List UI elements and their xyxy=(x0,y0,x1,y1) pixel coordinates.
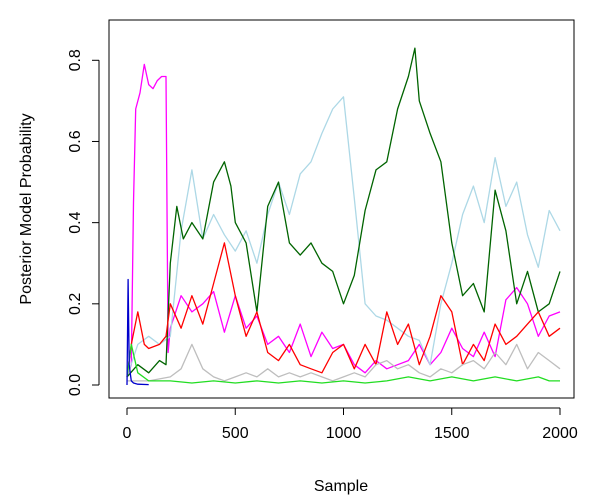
series-line-6 xyxy=(126,343,560,384)
y-tick-label: 0.0 xyxy=(67,374,84,396)
y-axis-title: Posterior Model Probability xyxy=(18,113,35,304)
y-tick-label: 0.2 xyxy=(67,293,84,315)
series-line-7 xyxy=(126,278,149,386)
series-line-5 xyxy=(127,343,561,382)
x-tick-label: 500 xyxy=(222,425,249,442)
x-tick-label: 1500 xyxy=(434,425,470,442)
series-layer xyxy=(126,47,561,386)
x-tick-label: 2000 xyxy=(542,425,578,442)
x-axis: 0 500 1000 1500 2000 xyxy=(123,407,578,442)
series-line-2 xyxy=(126,96,561,378)
y-tick-label: 0.4 xyxy=(67,211,84,233)
y-tick-label: 0.8 xyxy=(67,49,84,71)
x-tick-label: 0 xyxy=(123,425,132,442)
series-line-1 xyxy=(126,63,561,378)
x-axis-title: Sample xyxy=(314,478,368,495)
y-axis: 0.0 0.2 0.4 0.6 0.8 xyxy=(67,49,100,396)
x-tick-label: 1000 xyxy=(326,425,362,442)
y-tick-label: 0.6 xyxy=(67,130,84,152)
plot-frame xyxy=(108,19,575,399)
series-line-3 xyxy=(126,47,561,378)
series-line-4 xyxy=(126,242,561,377)
